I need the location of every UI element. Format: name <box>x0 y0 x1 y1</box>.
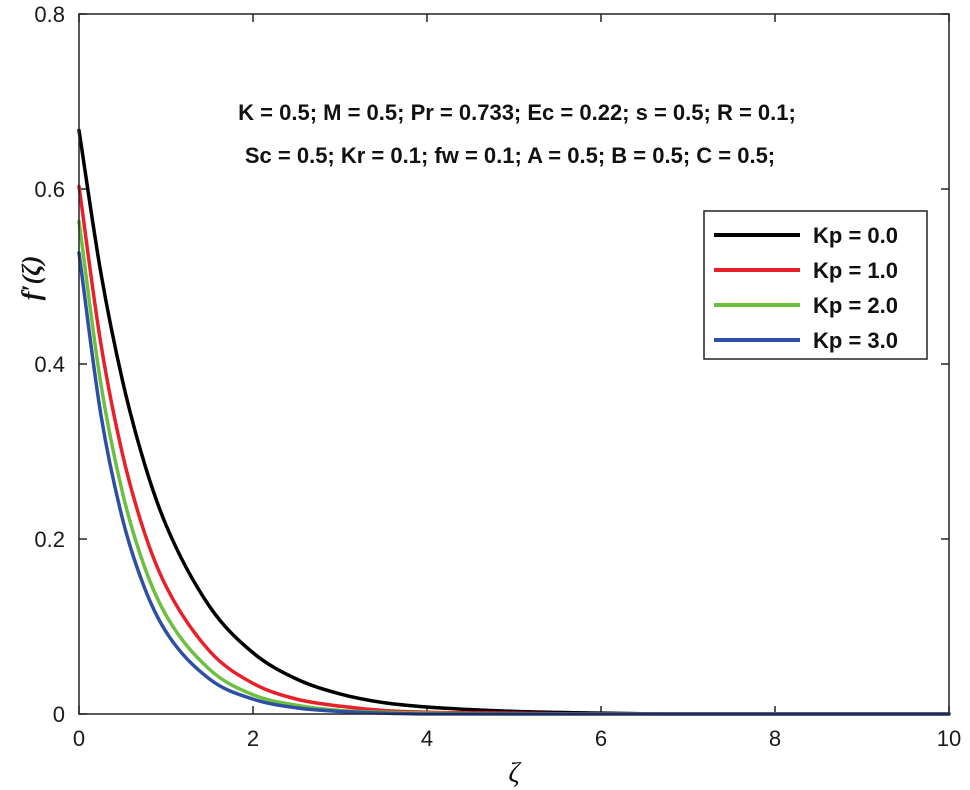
legend-label: Kp = 1.0 <box>813 258 898 283</box>
y-axis-label: f′(ζ) <box>17 256 46 301</box>
x-tick-label: 2 <box>247 726 259 751</box>
x-tick-label: 4 <box>421 726 433 751</box>
y-tick-label: 0.8 <box>34 2 65 27</box>
legend-label: Kp = 2.0 <box>813 293 898 318</box>
plot-background <box>79 14 949 714</box>
y-tick-label: 0 <box>53 702 65 727</box>
annotation-line-1: K = 0.5; M = 0.5; Pr = 0.733; Ec = 0.22;… <box>238 100 796 125</box>
y-tick-label: 0.6 <box>34 177 65 202</box>
x-axis-label: ζ <box>508 758 521 789</box>
legend-label: Kp = 3.0 <box>813 328 898 353</box>
legend-label: Kp = 0.0 <box>813 223 898 248</box>
y-tick-label: 0.4 <box>34 352 65 377</box>
x-tick-label: 6 <box>595 726 607 751</box>
x-tick-label: 8 <box>769 726 781 751</box>
x-tick-label: 10 <box>937 726 961 751</box>
plot-frame <box>78 13 950 715</box>
legend: Kp = 0.0 Kp = 1.0 Kp = 2.0 Kp = 3.0 <box>703 210 928 360</box>
annotation-line-2: Sc = 0.5; Kr = 0.1; fw = 0.1; A = 0.5; B… <box>245 143 775 168</box>
x-tick-label: 0 <box>73 726 85 751</box>
y-tick-label: 0.2 <box>34 527 65 552</box>
